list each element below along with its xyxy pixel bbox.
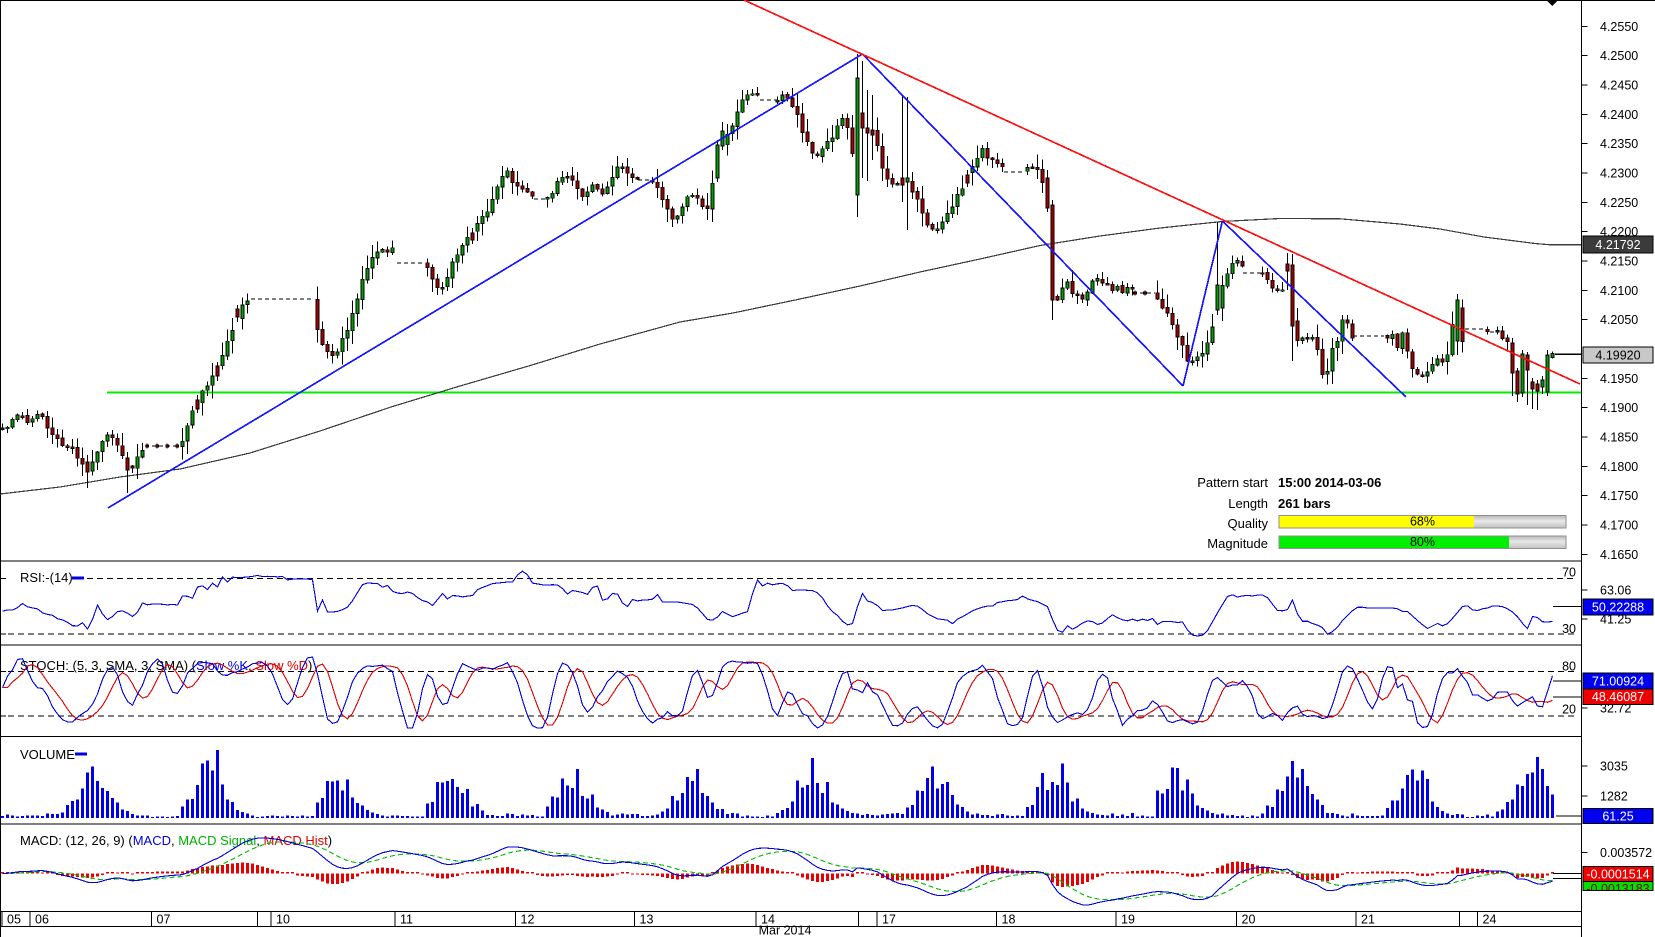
svg-text:4.2350: 4.2350 — [1600, 137, 1638, 151]
svg-text:20: 20 — [1242, 913, 1256, 927]
svg-text:4.1950: 4.1950 — [1600, 372, 1638, 386]
svg-text:Pattern start: Pattern start — [1197, 475, 1268, 490]
svg-text:24: 24 — [1483, 913, 1497, 927]
svg-text:4.2400: 4.2400 — [1600, 108, 1638, 122]
svg-text:17: 17 — [882, 913, 896, 927]
svg-text:05: 05 — [7, 913, 21, 927]
svg-text:4.1900: 4.1900 — [1600, 401, 1638, 415]
svg-text:10: 10 — [276, 913, 290, 927]
svg-text:41.25: 41.25 — [1600, 612, 1631, 626]
svg-text:-0.0013183: -0.0013183 — [1586, 882, 1649, 896]
svg-text:13: 13 — [640, 913, 654, 927]
svg-text:80: 80 — [1562, 659, 1576, 673]
svg-text:80%: 80% — [1410, 535, 1435, 549]
svg-text:VOLUME: VOLUME — [20, 747, 75, 762]
svg-text:11: 11 — [400, 913, 413, 927]
svg-text:4.19920: 4.19920 — [1595, 348, 1640, 362]
svg-text:4.1800: 4.1800 — [1600, 460, 1638, 474]
svg-text:07: 07 — [157, 913, 171, 927]
svg-text:14: 14 — [761, 913, 775, 927]
svg-text:RSI:-(14): RSI:-(14) — [20, 570, 73, 585]
svg-text:4.1850: 4.1850 — [1600, 431, 1638, 445]
svg-text:4.2250: 4.2250 — [1600, 196, 1638, 210]
svg-text:4.2100: 4.2100 — [1600, 284, 1638, 298]
svg-text:61.25: 61.25 — [1602, 809, 1633, 823]
svg-text:-0.0001514: -0.0001514 — [1586, 867, 1649, 881]
svg-text:18: 18 — [1002, 913, 1016, 927]
svg-text:70: 70 — [1562, 565, 1576, 579]
svg-text:261 bars: 261 bars — [1278, 496, 1331, 511]
svg-text:63.06: 63.06 — [1600, 584, 1631, 598]
svg-text:15:00 2014-03-06: 15:00 2014-03-06 — [1278, 475, 1381, 490]
svg-text:4.2300: 4.2300 — [1600, 167, 1638, 181]
svg-text:1282: 1282 — [1600, 789, 1628, 803]
svg-text:20: 20 — [1562, 702, 1576, 716]
svg-text:Magnitude: Magnitude — [1207, 536, 1268, 551]
svg-text:4.1750: 4.1750 — [1600, 489, 1638, 503]
svg-text:Mar 2014: Mar 2014 — [759, 924, 812, 937]
svg-text:4.2050: 4.2050 — [1600, 313, 1638, 327]
svg-text:4.2550: 4.2550 — [1600, 20, 1638, 34]
svg-text:30: 30 — [1562, 622, 1576, 636]
svg-text:06: 06 — [35, 913, 49, 927]
svg-text:4.2450: 4.2450 — [1600, 79, 1638, 93]
svg-text:Quality: Quality — [1228, 516, 1269, 531]
svg-text:4.21792: 4.21792 — [1595, 238, 1640, 252]
svg-text:21: 21 — [1361, 913, 1375, 927]
svg-text:3035: 3035 — [1600, 760, 1628, 774]
svg-text:4.1700: 4.1700 — [1600, 519, 1638, 533]
svg-text:0.003572: 0.003572 — [1600, 846, 1652, 860]
svg-text:Length: Length — [1228, 496, 1268, 511]
svg-text:50.22288: 50.22288 — [1592, 600, 1644, 614]
svg-text:68%: 68% — [1410, 515, 1435, 529]
svg-text:19: 19 — [1121, 913, 1135, 927]
svg-text:12: 12 — [521, 913, 535, 927]
svg-text:4.2500: 4.2500 — [1600, 49, 1638, 63]
svg-text:MACD: (12, 26, 9) (MACD, MACD: MACD: (12, 26, 9) (MACD, MACD Signal, MA… — [20, 833, 332, 848]
svg-text:4.2150: 4.2150 — [1600, 255, 1638, 269]
svg-text:71.00924: 71.00924 — [1592, 674, 1644, 688]
svg-text:48.46087: 48.46087 — [1592, 690, 1644, 704]
svg-text:4.1650: 4.1650 — [1600, 548, 1638, 562]
